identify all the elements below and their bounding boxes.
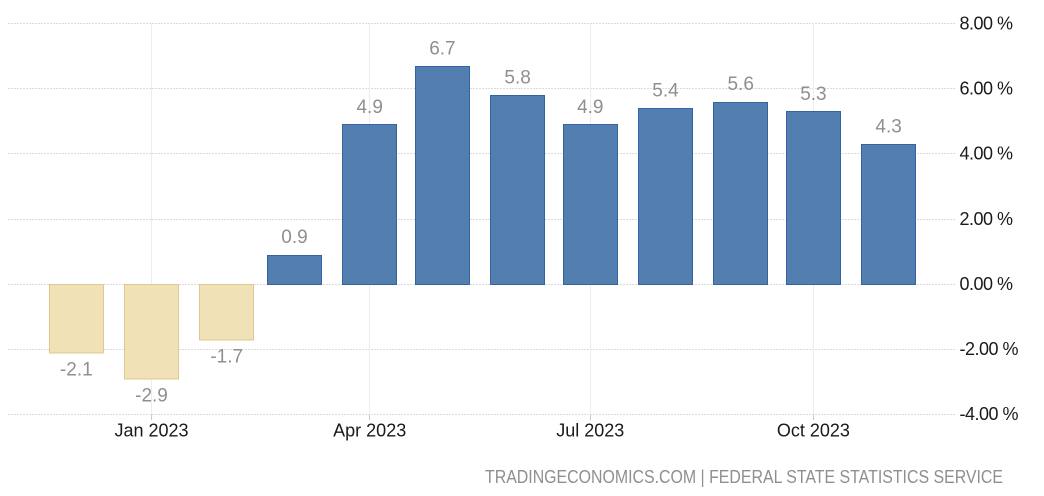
svg-text:8.00 %: 8.00 % [960, 13, 1014, 33]
svg-text:-2.9: -2.9 [135, 385, 168, 406]
svg-text:-1.7: -1.7 [210, 346, 243, 367]
svg-text:0.9: 0.9 [281, 227, 307, 248]
svg-text:-2.1: -2.1 [60, 359, 93, 380]
svg-text:6.7: 6.7 [429, 38, 455, 59]
svg-text:Jan 2023: Jan 2023 [114, 421, 188, 441]
svg-text:2.00 %: 2.00 % [960, 209, 1014, 229]
svg-text:5.6: 5.6 [727, 74, 753, 95]
svg-text:4.9: 4.9 [577, 97, 603, 118]
svg-text:Jul 2023: Jul 2023 [556, 421, 624, 441]
svg-text:-2.00 %: -2.00 % [960, 339, 1019, 359]
svg-text:4.3: 4.3 [875, 117, 901, 138]
svg-text:Oct 2023: Oct 2023 [777, 421, 850, 441]
svg-text:5.4: 5.4 [652, 81, 679, 102]
svg-text:-4.00 %: -4.00 % [960, 404, 1019, 424]
svg-text:4.9: 4.9 [356, 97, 382, 118]
svg-text:4.00 %: 4.00 % [960, 144, 1014, 164]
svg-text:6.00 %: 6.00 % [960, 79, 1014, 99]
svg-text:TRADINGECONOMICS.COM | FEDERAL: TRADINGECONOMICS.COM | FEDERAL STATE STA… [485, 466, 1003, 487]
svg-text:Apr 2023: Apr 2023 [333, 421, 406, 441]
svg-text:5.3: 5.3 [800, 84, 826, 105]
svg-text:5.8: 5.8 [504, 68, 530, 89]
svg-text:0.00 %: 0.00 % [960, 274, 1014, 294]
